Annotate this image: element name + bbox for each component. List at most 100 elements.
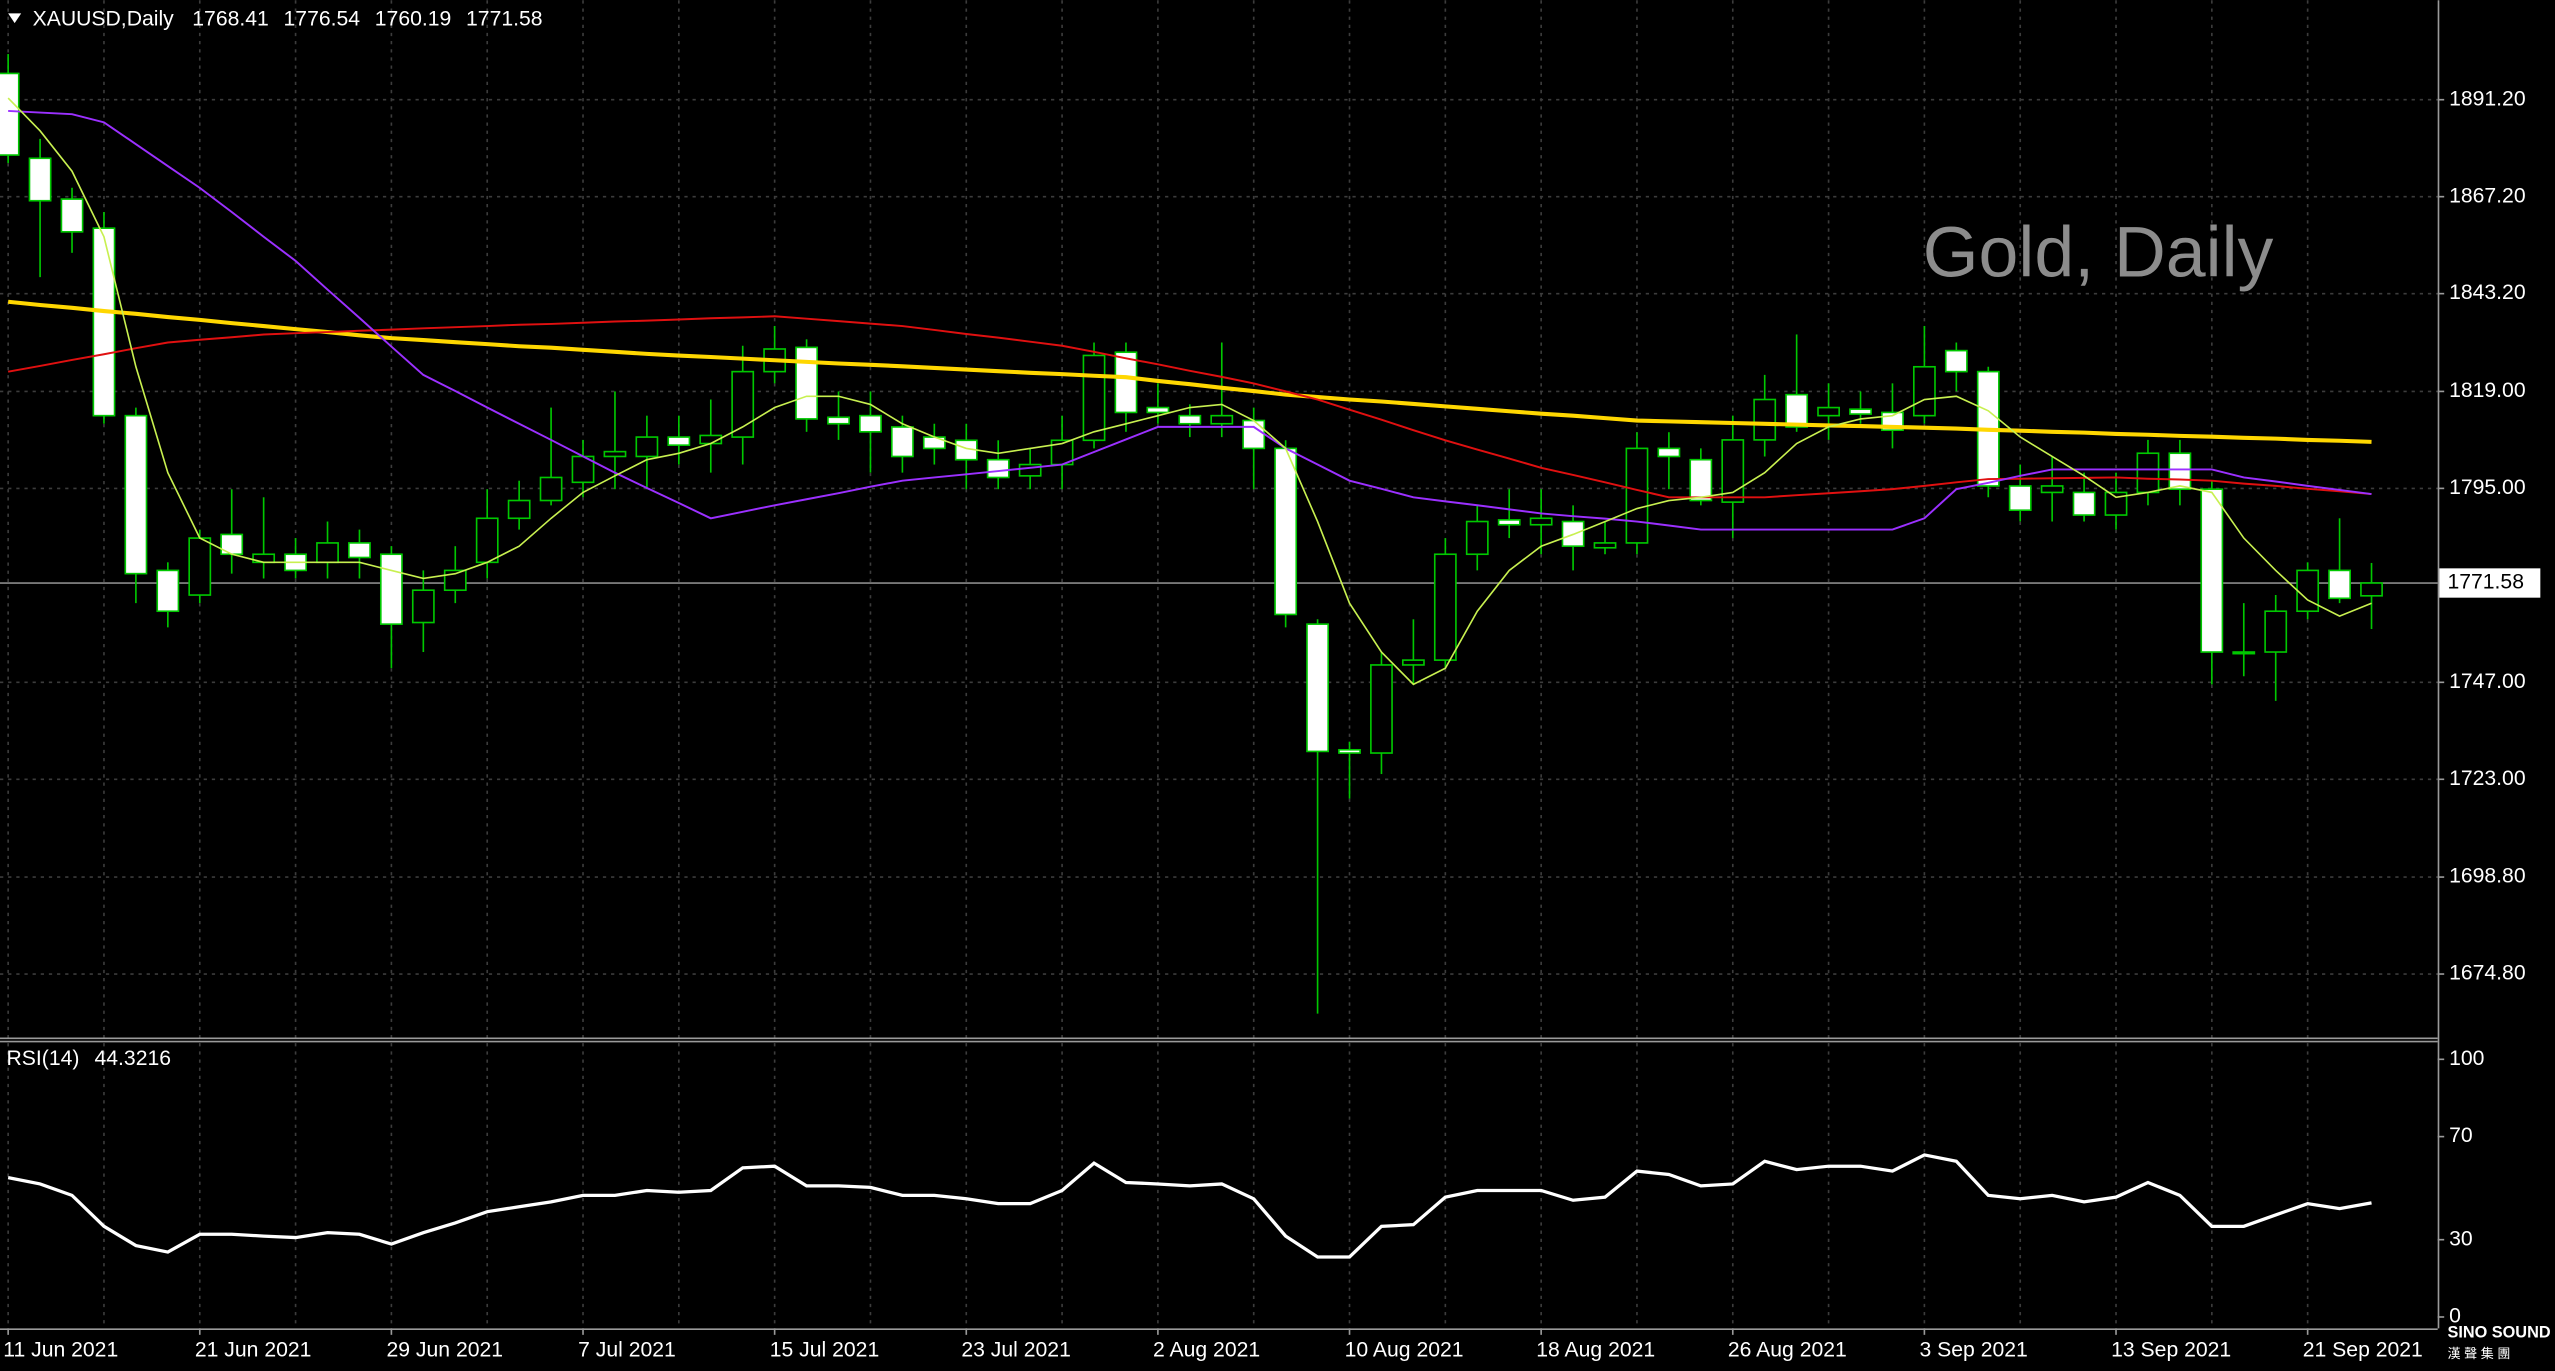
candle-body <box>1370 664 1393 754</box>
candle-body <box>348 542 371 559</box>
candle-body <box>2200 488 2224 653</box>
ohlc-open: 1768.41 <box>192 7 269 30</box>
candle-body <box>1625 447 1649 544</box>
x-tick-label: 23 Jul 2021 <box>961 1339 1070 1362</box>
y-tick-label: 1723.00 <box>2449 767 2526 790</box>
candle-body <box>890 426 914 458</box>
x-tick-label: 13 Sep 2021 <box>2111 1339 2231 1362</box>
candle-body <box>1849 408 1872 415</box>
y-tick-label: 1795.00 <box>2449 476 2526 499</box>
y-tick-label: 1819.00 <box>2449 379 2526 402</box>
candle-body <box>379 553 403 625</box>
logo-subtitle: 漢 聲 集 團 <box>2447 1346 2510 1361</box>
candle-body <box>986 458 1010 479</box>
moving-average-line <box>7 97 2372 686</box>
candle-body <box>1242 419 1266 450</box>
candle-body <box>1753 398 1777 441</box>
menu-arrow[interactable] <box>8 13 22 24</box>
y-tick-label: 0 <box>2449 1305 2461 1328</box>
x-tick-label: 3 Sep 2021 <box>1920 1339 2028 1362</box>
candle-body <box>827 416 850 425</box>
candle-body <box>1497 519 1521 526</box>
candle-body <box>1178 414 1202 425</box>
candle-body <box>1529 517 1553 526</box>
moving-average-line <box>7 299 2372 444</box>
candle-body <box>188 537 212 596</box>
candle-body <box>922 436 946 450</box>
x-tick-label: 18 Aug 2021 <box>1536 1339 1655 1362</box>
candle-body <box>1274 447 1298 616</box>
candle-body <box>1210 414 1234 425</box>
y-tick-label: 1867.20 <box>2449 184 2526 207</box>
candle-body <box>1657 447 1681 458</box>
ohlc-low: 1760.19 <box>375 7 452 30</box>
x-tick-label: 21 Jun 2021 <box>195 1339 312 1362</box>
candle-body <box>2136 452 2160 494</box>
y-tick-label: 1698.80 <box>2449 865 2526 888</box>
candle-body <box>2296 569 2320 613</box>
x-tick-label: 29 Jun 2021 <box>387 1339 504 1362</box>
candle-body <box>2104 491 2128 516</box>
x-tick-label: 26 Aug 2021 <box>1728 1339 1847 1362</box>
rsi-title: RSI(14) <box>7 1047 80 1070</box>
grid <box>0 0 2438 1329</box>
candle-body <box>2040 485 2064 494</box>
moving-average-line <box>7 315 2372 499</box>
ohlc-high: 1776.54 <box>284 7 361 30</box>
chart-title: XAUUSD,Daily <box>33 7 175 30</box>
x-tick-label: 15 Jul 2021 <box>770 1339 879 1362</box>
y-tick-label: 30 <box>2449 1227 2473 1250</box>
candle-body <box>60 198 84 233</box>
y-tick-label: 70 <box>2449 1124 2473 1147</box>
candle-body <box>731 370 755 438</box>
logo-name: SINO SOUND <box>2447 1324 2550 1342</box>
candle-body <box>2360 582 2383 597</box>
candle-body <box>443 569 467 592</box>
y-tick-label: 1674.80 <box>2449 962 2526 985</box>
candle-body <box>1338 748 1361 754</box>
candle-body <box>1465 520 1489 556</box>
candle-body <box>156 569 180 613</box>
candle-body <box>316 542 339 564</box>
x-tick-label: 11 Jun 2021 <box>3 1339 118 1362</box>
candle-body <box>603 450 627 458</box>
current-price-marker <box>2439 568 2541 598</box>
candle-body <box>2232 651 2256 655</box>
candle-body <box>1785 393 1809 428</box>
x-tick-label: 2 Aug 2021 <box>1153 1339 1260 1362</box>
candle-body <box>1082 354 1106 442</box>
x-tick-label: 7 Jul 2021 <box>578 1339 676 1362</box>
candle-body <box>2072 491 2096 516</box>
current-price-label: 1771.58 <box>2447 571 2524 594</box>
candle-body <box>1912 365 1936 417</box>
candle-body <box>1689 458 1713 502</box>
ohlc-close: 1771.58 <box>466 7 543 30</box>
candle-body <box>1593 542 1617 549</box>
candle-body <box>475 517 499 564</box>
candle-body <box>1146 406 1170 414</box>
rsi-line <box>7 1153 2372 1259</box>
candle-body <box>667 436 691 446</box>
candle-body <box>1114 351 1138 414</box>
candle-body <box>1401 659 1425 666</box>
candle-body <box>2168 452 2192 491</box>
plot <box>0 54 2438 1259</box>
candle-body <box>124 414 148 575</box>
candle-body <box>795 346 818 420</box>
candle-body <box>539 476 563 502</box>
candle-body <box>411 589 435 624</box>
candle-body <box>1306 623 1329 753</box>
candle-body <box>1721 439 1745 503</box>
candle-body <box>92 227 116 417</box>
candle-body <box>1944 349 1968 373</box>
candle-body <box>1817 406 1840 417</box>
candle-body <box>2328 569 2351 600</box>
candle-body <box>635 436 659 458</box>
moving-average-line <box>8 109 2372 531</box>
candle-body <box>1433 553 1457 661</box>
rsi-value: 44.3216 <box>95 1047 172 1070</box>
candle-body <box>859 414 882 433</box>
